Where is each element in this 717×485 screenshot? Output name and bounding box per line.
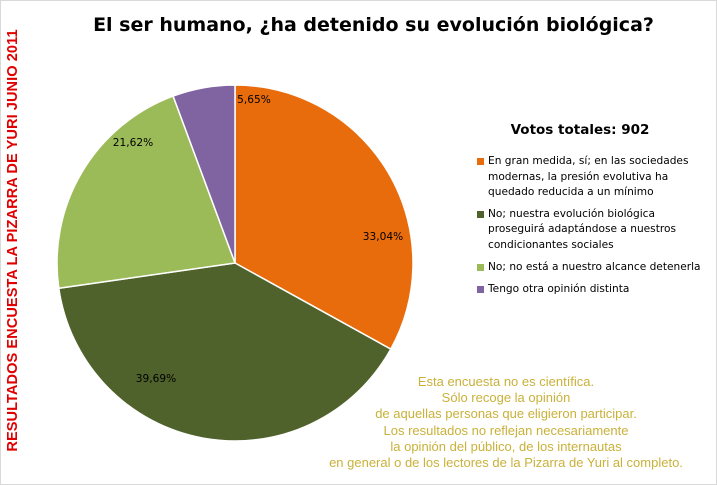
chart-title: El ser humano, ¿ha detenido su evolución… — [93, 14, 654, 36]
disclaimer-line: Los resultados no reflejan necesariament… — [383, 422, 629, 438]
legend-item-4: Tengo otra opinión distinta — [477, 282, 709, 298]
slice-value-label-3: 21,62% — [113, 137, 153, 149]
legend-label-line: condicionantes sociales — [488, 238, 614, 251]
legend-swatch — [477, 264, 484, 271]
legend-label-line: Tengo otra opinión distinta — [488, 282, 630, 295]
legend-label-line: modernas, la presión evolutiva ha — [488, 170, 669, 183]
disclaimer-note: Esta encuesta no es científica. Sólo reco… — [292, 374, 717, 471]
pie-slice-2 — [57, 262, 392, 442]
disclaimer-line: la opinión del público, de los internaut… — [390, 438, 622, 454]
legend-swatch — [477, 285, 484, 293]
legend-label-line: No; no está a nuestro alcance detenerla — [488, 261, 701, 273]
legend-swatch — [477, 210, 484, 218]
slice-value-label-4: 5,65% — [237, 94, 271, 106]
legend-item-1: En gran medida, sí; en las sociedades mod… — [477, 154, 709, 201]
disclaimer-line: en general o de los lectores de la Pizar… — [329, 455, 683, 471]
slice-value-label-1: 33,04% — [363, 231, 403, 243]
slice-value-label-2: 39,69% — [136, 373, 176, 385]
legend-label-line: No; nuestra evolución biológica — [488, 207, 655, 220]
legend-label-line: quedado reducida a un mínimo — [488, 186, 654, 198]
legend-item-2: No; nuestra evolución biológica proseguir… — [477, 207, 709, 254]
legend-label-line: En gran medida, sí; en las sociedades — [488, 155, 689, 167]
legend: En gran medida, sí; en las sociedades mod… — [477, 154, 709, 297]
votes-total: Votos totales: 902 — [510, 122, 650, 138]
pie-slice-1 — [234, 84, 414, 351]
disclaimer-line: de aquellas personas que eligieron parti… — [375, 406, 637, 422]
legend-label-line: proseguirá adaptándose a nuestros — [488, 223, 676, 235]
legend-item-3: No; no está a nuestro alcance detenerla — [477, 260, 709, 276]
pie-slice-4 — [172, 84, 236, 264]
legend-swatch — [477, 158, 484, 165]
disclaimer-line: Esta encuesta no es científica. — [417, 374, 595, 389]
disclaimer-line: Sólo recoge la opinión — [441, 390, 571, 406]
